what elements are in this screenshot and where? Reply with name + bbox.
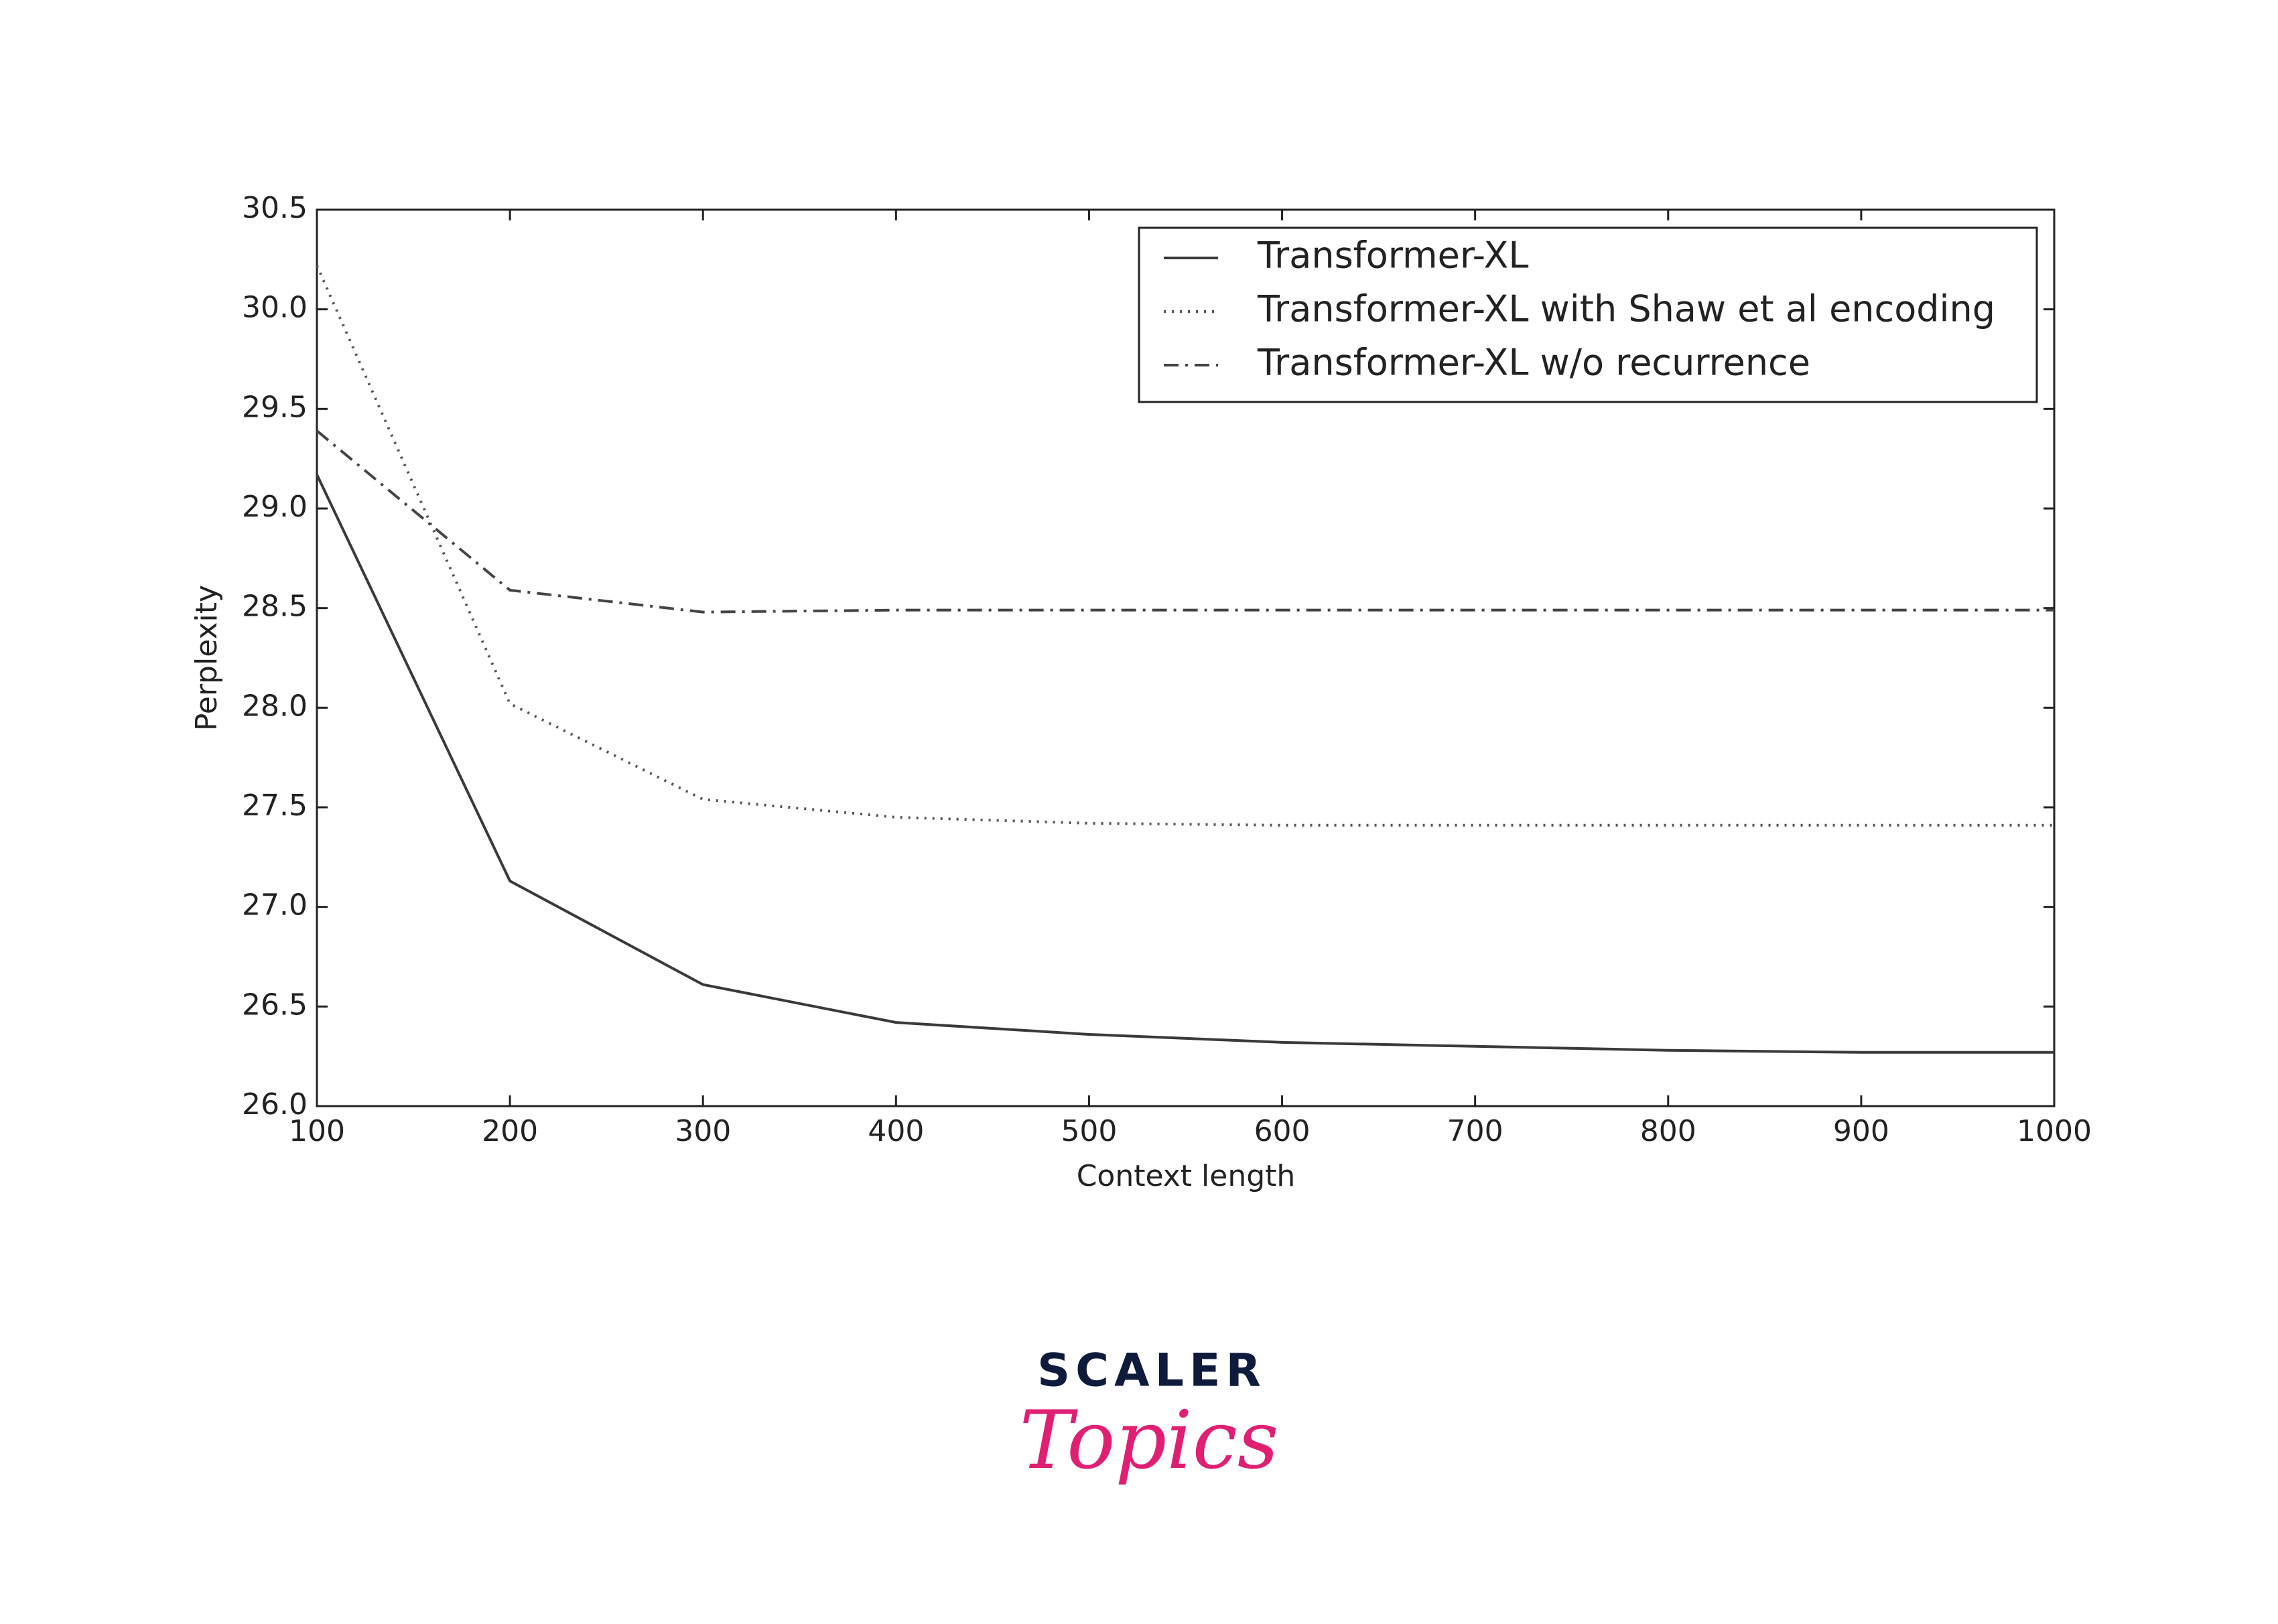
x-tick-label: 1000	[2017, 1114, 2092, 1148]
x-tick-label: 700	[1447, 1114, 1503, 1148]
series-line	[316, 474, 2054, 1054]
x-tick-label: 200	[482, 1114, 538, 1148]
x-axis-label: Context length	[1077, 1159, 1296, 1193]
y-tick-label: 28.0	[242, 689, 308, 723]
plot-frame	[316, 208, 2056, 1107]
legend-box	[1138, 226, 2038, 403]
y-tick-label: 28.5	[242, 590, 308, 624]
x-tick-label: 300	[675, 1114, 731, 1148]
x-tick-label: 600	[1254, 1114, 1311, 1148]
y-tick-label: 26.0	[242, 1087, 308, 1122]
y-tick-label: 27.5	[242, 789, 308, 823]
series-line	[316, 429, 2054, 614]
x-tick-label: 800	[1640, 1114, 1696, 1148]
x-tick-label: 400	[868, 1114, 924, 1148]
y-tick-label: 27.0	[242, 888, 308, 923]
y-tick-label: 29.5	[242, 390, 308, 424]
y-tick-label: 26.5	[242, 988, 308, 1022]
legend-label: Transformer-XL w/o recurrence	[1257, 342, 1810, 384]
y-tick-label: 30.5	[242, 191, 308, 225]
x-tick-label: 100	[289, 1114, 345, 1148]
legend-label: Transformer-XL	[1257, 234, 1528, 277]
y-tick-label: 30.0	[242, 291, 308, 325]
y-axis-label: Perplexity	[190, 585, 224, 731]
legend-label: Transformer-XL with Shaw et al encoding	[1257, 288, 1995, 330]
x-tick-label: 900	[1833, 1114, 1889, 1148]
logo-product: Topics	[1020, 1394, 1279, 1487]
logo-brand: SCALER	[1037, 1345, 1266, 1398]
x-tick-label: 500	[1061, 1114, 1117, 1148]
y-tick-label: 29.0	[242, 490, 308, 524]
